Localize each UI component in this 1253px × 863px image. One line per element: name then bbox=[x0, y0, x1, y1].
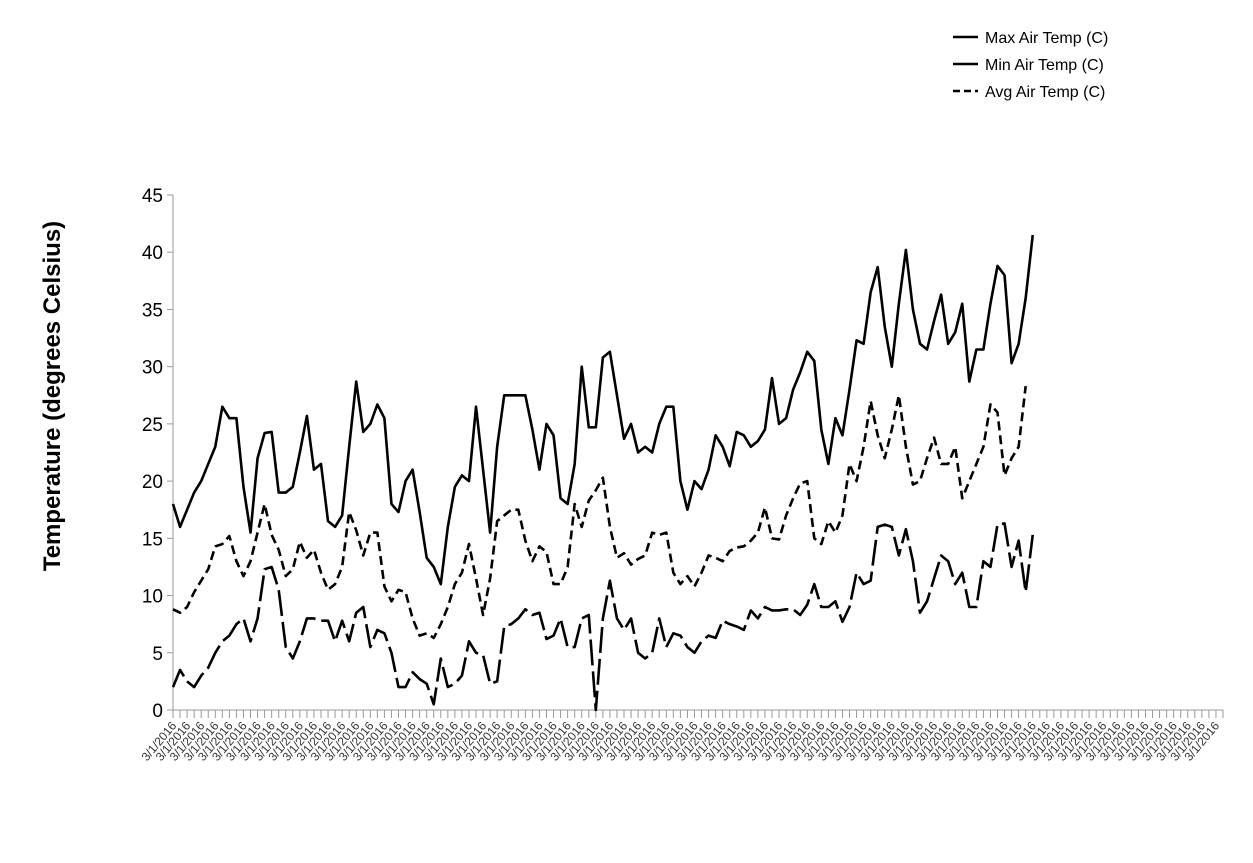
y-tick-label: 5 bbox=[152, 644, 163, 665]
y-tick-label: 25 bbox=[142, 415, 163, 436]
y-tick-label: 10 bbox=[142, 587, 163, 608]
y-tick-label: 30 bbox=[142, 358, 163, 379]
y-tick-label: 15 bbox=[142, 529, 163, 550]
legend-label: Avg Air Temp (C) bbox=[985, 84, 1105, 101]
plot-area: 0510152025303540453/1/20163/1/20163/1/20… bbox=[139, 186, 1224, 764]
y-axis-label: Temperature (degrees Celsius) bbox=[39, 221, 66, 571]
y-tick-label: 35 bbox=[142, 300, 163, 321]
legend-label: Min Air Temp (C) bbox=[985, 57, 1104, 74]
series-line-2 bbox=[172, 385, 1027, 640]
series-line-0 bbox=[171, 234, 1035, 586]
legend: Max Air Temp (C) Min Air Temp (C) Avg Air … bbox=[953, 30, 1108, 101]
y-tick-label: 40 bbox=[142, 243, 163, 264]
series-line-1 bbox=[171, 522, 1035, 712]
y-tick-label: 45 bbox=[142, 186, 163, 207]
legend-label: Max Air Temp (C) bbox=[985, 30, 1108, 47]
y-tick-label: 20 bbox=[142, 472, 163, 493]
y-tick-label: 0 bbox=[152, 701, 163, 722]
